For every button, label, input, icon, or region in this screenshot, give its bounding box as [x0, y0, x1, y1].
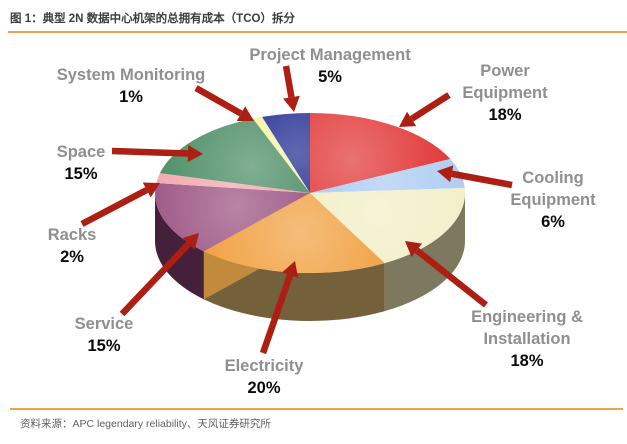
- pie-pct-text: 1%: [119, 88, 143, 106]
- pie-label-text: Engineering & Installation: [471, 308, 583, 348]
- arrow-electricity: [259, 261, 299, 355]
- title-divider: [8, 31, 627, 33]
- pie-pct-text: 15%: [87, 337, 121, 355]
- pie-label-text: Cooling Equipment: [510, 169, 596, 209]
- arrow-engineering-installation: [405, 241, 489, 308]
- pie-slice-cooling-equipment: [310, 158, 465, 193]
- arrow-system-monitoring: [194, 85, 254, 121]
- arrow-power-equipment: [399, 92, 451, 127]
- arrow-service: [119, 233, 199, 317]
- pie-label-service: Service 15%: [54, 313, 154, 357]
- source-note: 资料来源：APC legendary reliability、天风证券研究所: [20, 418, 271, 430]
- arrow-racks: [80, 182, 160, 227]
- arrow-project-management: [282, 65, 300, 112]
- pie-slice-service: [154, 182, 310, 252]
- pie-slice-project-management: [262, 113, 310, 193]
- pie-label-power-equipment: Power Equipment 18%: [450, 60, 560, 126]
- pie-side-service: [155, 193, 204, 300]
- pie-label-project-management: Project Management 5%: [230, 44, 430, 88]
- footer-divider: [10, 408, 623, 410]
- pie-label-space: Space 15%: [41, 141, 121, 185]
- pie-pct-text: 15%: [64, 165, 98, 183]
- arrow-cooling-equipment: [437, 165, 513, 189]
- pie-label-electricity: Electricity 20%: [204, 355, 324, 399]
- pie-pct-text: 6%: [541, 213, 565, 231]
- arrow-space: [111, 145, 203, 163]
- pie-label-text: Power Equipment: [462, 62, 548, 102]
- pie-label-text: Service: [74, 315, 134, 333]
- pie-pct-text: 18%: [488, 106, 522, 124]
- pie-pct-text: 18%: [510, 352, 544, 370]
- figure-title: 图 1：典型 2N 数据中心机架的总拥有成本（TCO）拆分: [10, 13, 295, 25]
- pie-label-cooling-equipment: Cooling Equipment 6%: [493, 167, 613, 233]
- pie-label-text: Racks: [47, 226, 97, 244]
- pie-slice-electricity: [203, 193, 385, 273]
- pie-pct-text: 20%: [247, 379, 281, 397]
- pie-label-racks: Racks 2%: [32, 224, 112, 268]
- pie-slice-power-equipment: [310, 113, 451, 193]
- pie-label-text: System Monitoring: [56, 66, 206, 84]
- pie-pct-text: 5%: [318, 68, 342, 86]
- pie-label-system-monitoring: System Monitoring 1%: [38, 64, 224, 108]
- pie-slice-engineering-installation: [310, 187, 466, 264]
- pie-slice-racks: [156, 173, 310, 193]
- pie-pct-text: 2%: [60, 248, 84, 266]
- pie-label-text: Electricity: [224, 357, 304, 375]
- pie-slice-system-monitoring: [252, 116, 310, 193]
- pie-label-text: Space: [56, 143, 106, 161]
- pie-side-engineering-installation: [384, 193, 465, 312]
- pie-label-engineering-installation: Engineering & Installation 18%: [449, 306, 605, 372]
- pie-slice-space: [159, 118, 310, 193]
- pie-label-text: Project Management: [249, 46, 411, 64]
